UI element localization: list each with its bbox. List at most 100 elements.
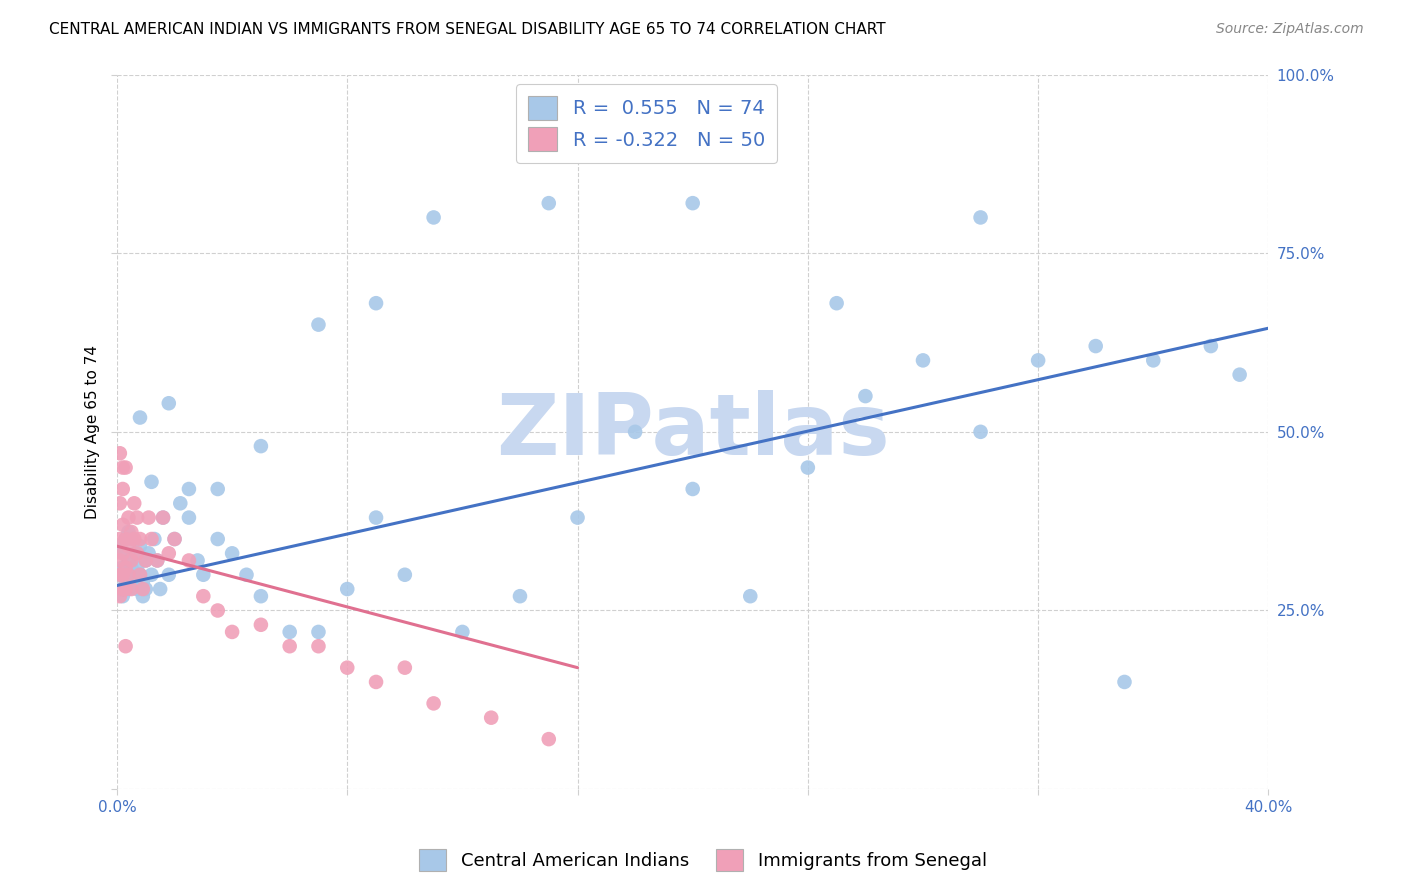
Point [114,574,136,589]
Point [111,582,134,596]
Point [127,582,149,596]
Point [114,582,136,596]
Point [138,546,160,560]
Point [207,532,229,546]
Y-axis label: Disability Age 65 to 74: Disability Age 65 to 74 [86,345,100,519]
Point [152,510,174,524]
Text: ZIPatlas: ZIPatlas [496,391,890,474]
Point [114,532,136,546]
Point [117,539,139,553]
Legend: R =  0.555   N = 74, R = -0.322   N = 50: R = 0.555 N = 74, R = -0.322 N = 50 [516,84,776,163]
Point [394,567,416,582]
Point [1026,353,1049,368]
Point [1142,353,1164,368]
Text: CENTRAL AMERICAN INDIAN VS IMMIGRANTS FROM SENEGAL DISABILITY AGE 65 TO 74 CORRE: CENTRAL AMERICAN INDIAN VS IMMIGRANTS FR… [49,22,886,37]
Point [207,482,229,496]
Point [120,532,142,546]
Point [114,639,136,653]
Point [157,567,180,582]
Point [111,482,134,496]
Point [146,553,169,567]
Point [114,460,136,475]
Point [537,196,560,211]
Point [624,425,647,439]
Point [422,211,444,225]
Point [394,660,416,674]
Point [1114,675,1136,690]
Point [127,510,149,524]
Point [111,517,134,532]
Point [122,532,145,546]
Point [108,589,131,603]
Point [129,539,152,553]
Point [911,353,934,368]
Point [117,553,139,567]
Point [138,510,160,524]
Point [122,496,145,510]
Point [479,711,502,725]
Point [108,567,131,582]
Point [111,546,134,560]
Point [451,624,474,639]
Point [163,532,186,546]
Legend: Central American Indians, Immigrants from Senegal: Central American Indians, Immigrants fro… [412,842,994,879]
Point [278,639,301,653]
Point [250,439,273,453]
Point [108,532,131,546]
Point [422,697,444,711]
Point [177,510,200,524]
Point [108,553,131,567]
Point [797,460,820,475]
Point [177,482,200,496]
Point [114,532,136,546]
Point [127,560,149,574]
Point [114,546,136,560]
Point [1229,368,1251,382]
Point [278,624,301,639]
Point [207,603,229,617]
Point [364,296,387,310]
Point [122,567,145,582]
Point [969,425,991,439]
Point [1199,339,1222,353]
Point [336,582,359,596]
Point [157,546,180,560]
Point [250,617,273,632]
Point [111,460,134,475]
Point [308,624,330,639]
Point [969,211,991,225]
Point [740,589,762,603]
Point [108,446,131,460]
Point [308,639,330,653]
Point [117,510,139,524]
Point [120,560,142,574]
Point [120,524,142,539]
Point [149,582,172,596]
Point [127,546,149,560]
Point [129,410,152,425]
Point [132,574,155,589]
Point [193,567,215,582]
Text: Source: ZipAtlas.com: Source: ZipAtlas.com [1216,22,1364,37]
Point [135,553,157,567]
Point [108,496,131,510]
Point [135,553,157,567]
Point [122,546,145,560]
Point [108,539,131,553]
Point [157,396,180,410]
Point [509,589,531,603]
Point [111,560,134,574]
Point [1084,339,1107,353]
Point [364,675,387,690]
Point [111,567,134,582]
Point [129,567,152,582]
Point [117,524,139,539]
Point [152,510,174,524]
Point [825,296,848,310]
Point [114,560,136,574]
Point [364,510,387,524]
Point [169,496,191,510]
Point [855,389,877,403]
Point [308,318,330,332]
Point [120,553,142,567]
